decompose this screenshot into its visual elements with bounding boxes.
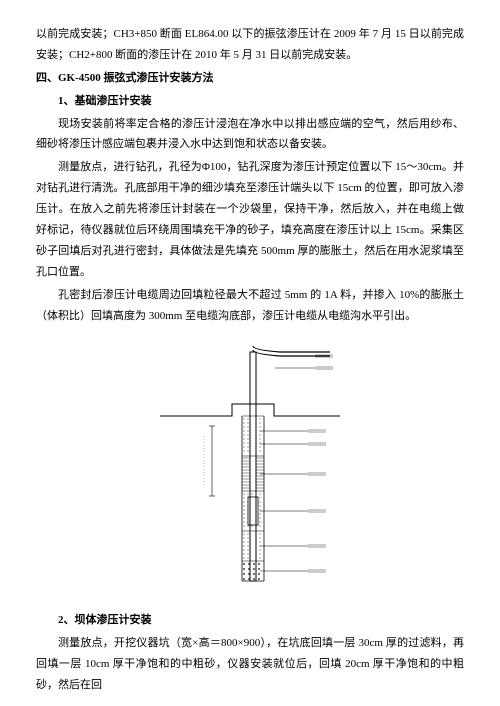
paragraph-2: 测量放点，进行钻孔，孔径为Φ100，钻孔深度为渗压计预定位置以下 15～30cm…	[36, 157, 464, 282]
heading-section-4: 四、GK-4500 振弦式渗压计安装方法	[36, 68, 464, 89]
paragraph-3: 孔密封后渗压计电缆周边回填粒径最大不超过 5mm 的 1A 料，并掺入 10%的…	[36, 285, 464, 327]
paragraph-1: 现场安装前将率定合格的渗压计浸泡在净水中以排出感应端的空气，然后用纱布、细砂将渗…	[36, 114, 464, 156]
subheading-2: 2、坝体渗压计安装	[36, 610, 464, 631]
installation-diagram	[36, 336, 464, 596]
subheading-1: 1、基础渗压计安装	[36, 91, 464, 112]
paragraph-4: 测量放点，开挖仪器坑（宽×高＝800×900），在坑底回填一层 30cm 厚的过…	[36, 633, 464, 696]
intro-paragraph: 以前完成安装；CH3+850 断面 EL864.00 以下的振弦渗压计在 200…	[36, 24, 464, 66]
